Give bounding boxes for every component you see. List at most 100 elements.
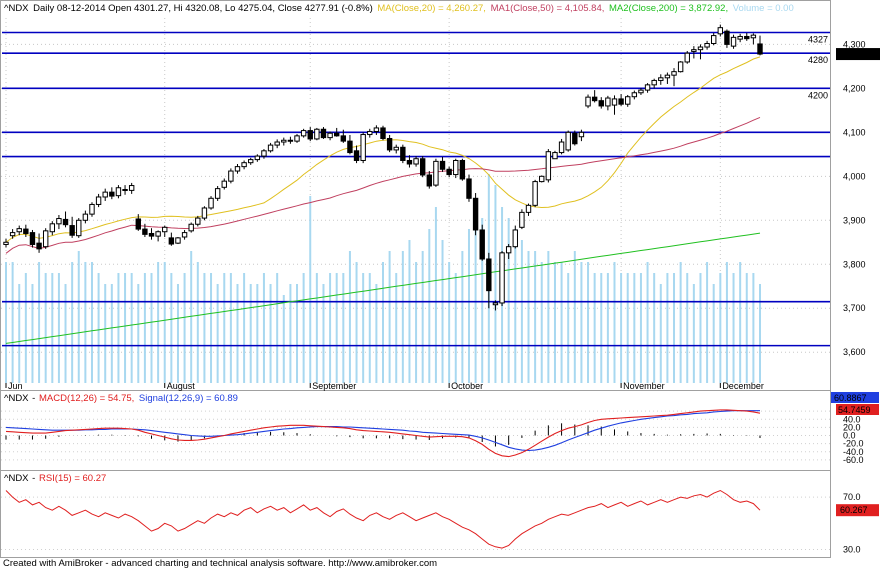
candle-body (433, 160, 439, 186)
price-tick-label: 3,900 (843, 215, 866, 225)
volume-bar (335, 273, 338, 383)
candle-body (565, 131, 571, 151)
candle-body (532, 181, 538, 206)
volume-bar (520, 240, 523, 383)
volume-bar (441, 240, 444, 383)
volume-bar (745, 273, 748, 383)
volume-bar (150, 273, 153, 383)
candle-body (512, 229, 518, 248)
volume-bar (759, 284, 761, 383)
volume-bar (633, 273, 636, 383)
candle-body (201, 207, 208, 219)
candle-body (56, 218, 62, 225)
volume-bar (719, 273, 722, 383)
volume-bar (481, 218, 484, 383)
candle-body (228, 170, 234, 182)
volume-bar (104, 284, 107, 383)
candle-body (327, 132, 333, 139)
volume-bar (547, 251, 550, 383)
volume-bar (567, 273, 570, 383)
volume-bar (196, 262, 199, 383)
volume-bar (117, 273, 120, 383)
candle-body (426, 174, 432, 187)
candle-body (241, 162, 247, 168)
volume-bar (84, 262, 87, 383)
candle-body (572, 132, 578, 145)
macd-tick-label: 40.0 (843, 414, 861, 424)
volume-bar (18, 284, 21, 383)
price-tick-label: 4,000 (843, 171, 866, 181)
candle-body (148, 232, 155, 237)
header-summary: Daily 08-12-2014 Open 4301.27, Hi 4320.0… (33, 3, 373, 14)
candle-body (585, 96, 591, 107)
candle-body (704, 43, 710, 48)
header-ma50: MA1(Close,50) = 4,105.84, (491, 3, 605, 14)
candle-body (353, 150, 360, 161)
volume-bar (110, 284, 113, 383)
volume-bar (646, 262, 649, 383)
volume-bar (296, 284, 299, 383)
macd-header-signal: Signal(12,26,9) = 60.89 (139, 393, 238, 404)
volume-bar (706, 262, 709, 383)
candle-body (380, 127, 386, 139)
volume-bar (752, 273, 755, 383)
rsi-line (5, 489, 761, 549)
volume-bar (679, 262, 682, 383)
volume-bar (401, 251, 404, 383)
candle-body (267, 144, 274, 152)
candle-body (558, 141, 565, 154)
candle-body (472, 197, 479, 231)
volume-bar (659, 284, 662, 383)
volume-bar (362, 273, 365, 383)
candle-body (175, 237, 181, 244)
volume-bar (229, 273, 232, 383)
macd-tick-label: -40.0 (843, 447, 864, 457)
volume-bar (322, 284, 325, 383)
volume-bar (329, 273, 332, 383)
candle-body (373, 127, 380, 132)
candle-body (386, 137, 393, 151)
candle-body (300, 130, 307, 137)
month-label: October (451, 381, 483, 391)
candle-body (400, 146, 406, 161)
footer-credit: Created with AmiBroker - advanced charti… (3, 558, 437, 569)
candle-body (261, 150, 267, 157)
volume-bar (24, 273, 27, 383)
price-tick-label: 3,700 (843, 303, 866, 313)
volume-bar (620, 273, 623, 383)
volume-bar (467, 229, 470, 383)
candle-body (314, 128, 320, 140)
volume-bar (613, 262, 616, 383)
volume-bar (130, 273, 133, 383)
volume-bar (606, 273, 609, 383)
candle-body (439, 160, 446, 170)
volume-bar (580, 262, 583, 383)
candle-body (486, 258, 492, 292)
volume-bar (282, 295, 285, 383)
candle-body (406, 159, 413, 165)
candle-body (36, 242, 42, 250)
candle-body (128, 185, 135, 191)
month-label: November (623, 381, 665, 391)
volume-bar (216, 284, 219, 383)
candles (3, 24, 763, 311)
rsi-value-label: 60.267 (840, 505, 868, 515)
volume-bar (249, 284, 252, 383)
candle-body (294, 135, 300, 142)
candle-body (446, 168, 452, 176)
volume-bar (223, 273, 226, 383)
level-label: 4280 (808, 55, 828, 65)
candle-body (367, 130, 373, 136)
volume-bar (673, 273, 676, 383)
candle-body (135, 218, 141, 230)
candle-body (393, 146, 399, 151)
volume-bar (415, 262, 418, 383)
candle-body (42, 230, 49, 248)
candle-body (453, 159, 459, 176)
volume-bar (269, 284, 272, 383)
macd-tick-label: 20.0 (843, 422, 861, 432)
volume-bar (289, 284, 292, 383)
candle-body (340, 135, 347, 142)
header-ma200: MA2(Close,200) = 3,872.92, (609, 3, 728, 14)
